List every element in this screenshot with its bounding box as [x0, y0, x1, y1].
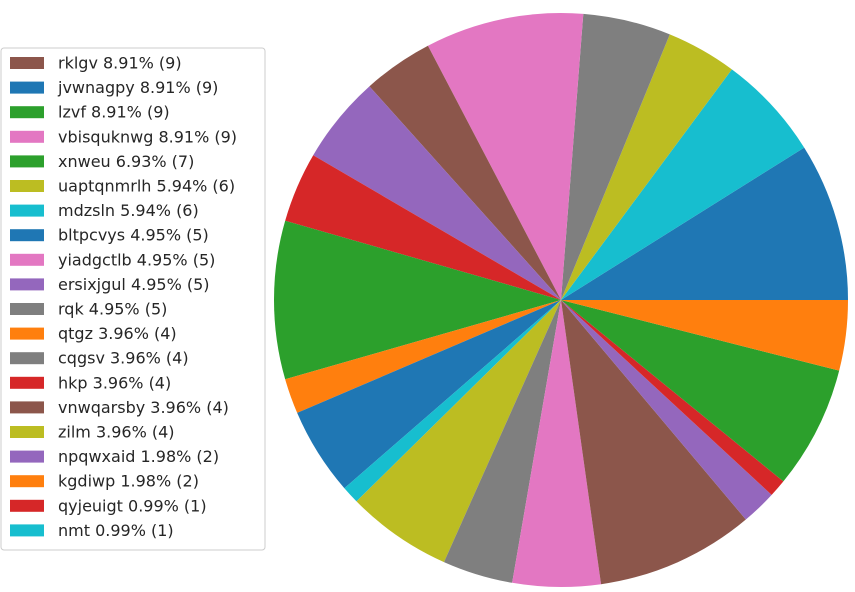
pie-slice-qtgz	[561, 300, 848, 371]
legend-swatch-qyjeuigt	[10, 499, 44, 512]
legend-label-vbisquknwg: vbisquknwg 8.91% (9)	[58, 127, 237, 146]
pie-slice-zilm	[561, 34, 732, 301]
legend-swatch-mdzsln	[10, 204, 44, 217]
pie-slice-lzvf	[273, 220, 561, 380]
legend-label-ersixjgul: ersixjgul 4.95% (5)	[58, 275, 210, 294]
legend-swatch-zilm	[10, 426, 44, 438]
legend-swatch-ersixjgul	[10, 278, 44, 291]
pie-slice-vbisquknwg	[427, 13, 584, 301]
legend-swatch-rklgv	[10, 57, 44, 69]
legend-label-vnwqarsby: vnwqarsby 3.96% (4)	[58, 398, 229, 417]
pie-slice-rklgv	[561, 300, 746, 585]
legend-swatch-yiadgctlb	[10, 253, 44, 266]
pie-slice-mdzsln	[561, 69, 805, 301]
pie-slice-npqwxaid	[561, 300, 772, 520]
pie-slice-kgdiwp	[285, 300, 561, 413]
legend-swatch-vbisquknwg	[10, 130, 44, 143]
legend-label-xnweu: xnweu 6.93% (7)	[58, 152, 194, 171]
legend-swatch-cqgsv	[10, 352, 44, 365]
legend-swatch-bltpcvys	[10, 229, 44, 242]
legend-swatch-qtgz	[10, 327, 44, 340]
pie-slice-nmt	[344, 300, 561, 502]
legend-label-jvwnagpy: jvwnagpy 8.91% (9)	[57, 78, 218, 97]
legend-swatch-vnwqarsby	[10, 401, 44, 414]
legend-swatch-jvwnagpy	[10, 81, 44, 94]
pie-slice-rqk	[561, 13, 670, 301]
pie-slice-jvwnagpy	[561, 147, 848, 300]
legend-label-zilm: zilm 3.96% (4)	[58, 423, 175, 442]
legend-label-bltpcvys: bltpcvys 4.95% (5)	[58, 226, 209, 245]
pie-slice-qyjeuigt	[561, 300, 784, 495]
pie-slice-bltpcvys	[297, 300, 561, 489]
legend-label-uaptqnmrlh: uaptqnmrlh 5.94% (6)	[58, 177, 235, 196]
legend-swatch-npqwxaid	[10, 450, 44, 463]
legend-label-nmt: nmt 0.99% (1)	[58, 521, 174, 540]
legend-swatch-rqk	[10, 303, 44, 315]
pie-slice-uaptqnmrlh	[356, 300, 561, 563]
legend-label-rklgv: rklgv 8.91% (9)	[58, 54, 182, 73]
legend-swatch-kgdiwp	[10, 475, 44, 488]
pie-slice-xnweu	[561, 300, 840, 482]
legend-label-kgdiwp: kgdiwp 1.98% (2)	[58, 472, 199, 491]
legend-swatch-uaptqnmrlh	[10, 180, 44, 192]
pie-slice-hkp	[285, 155, 561, 300]
legend-swatch-nmt	[10, 524, 44, 537]
legend-swatch-lzvf	[10, 106, 44, 119]
pie-slice-cqgsv	[443, 300, 561, 583]
legend-label-yiadgctlb: yiadgctlb 4.95% (5)	[58, 250, 215, 269]
legend-label-mdzsln: mdzsln 5.94% (6)	[58, 201, 199, 220]
legend: rklgv 8.91% (9) jvwnagpy 8.91% (9) lzvf 8.…	[0, 47, 266, 551]
legend-swatch-xnweu	[10, 155, 44, 168]
legend-label-rqk: rqk 4.95% (5)	[58, 300, 167, 319]
pie-slice-ersixjgul	[313, 86, 561, 300]
legend-frame	[0, 47, 266, 551]
pie-slice-vnwqarsby	[369, 45, 561, 301]
legend-swatch-hkp	[10, 376, 44, 389]
pie-slice-yiadgctlb	[512, 300, 602, 587]
pie-slices	[273, 13, 848, 587]
legend-label-hkp: hkp 3.96% (4)	[58, 373, 171, 392]
legend-label-qtgz: qtgz 3.96% (4)	[58, 324, 177, 343]
legend-label-cqgsv: cqgsv 3.96% (4)	[58, 349, 189, 368]
legend-label-lzvf: lzvf 8.91% (9)	[58, 103, 170, 122]
legend-label-npqwxaid: npqwxaid 1.98% (2)	[58, 447, 219, 466]
legend-label-qyjeuigt: qyjeuigt 0.99% (1)	[58, 496, 207, 515]
